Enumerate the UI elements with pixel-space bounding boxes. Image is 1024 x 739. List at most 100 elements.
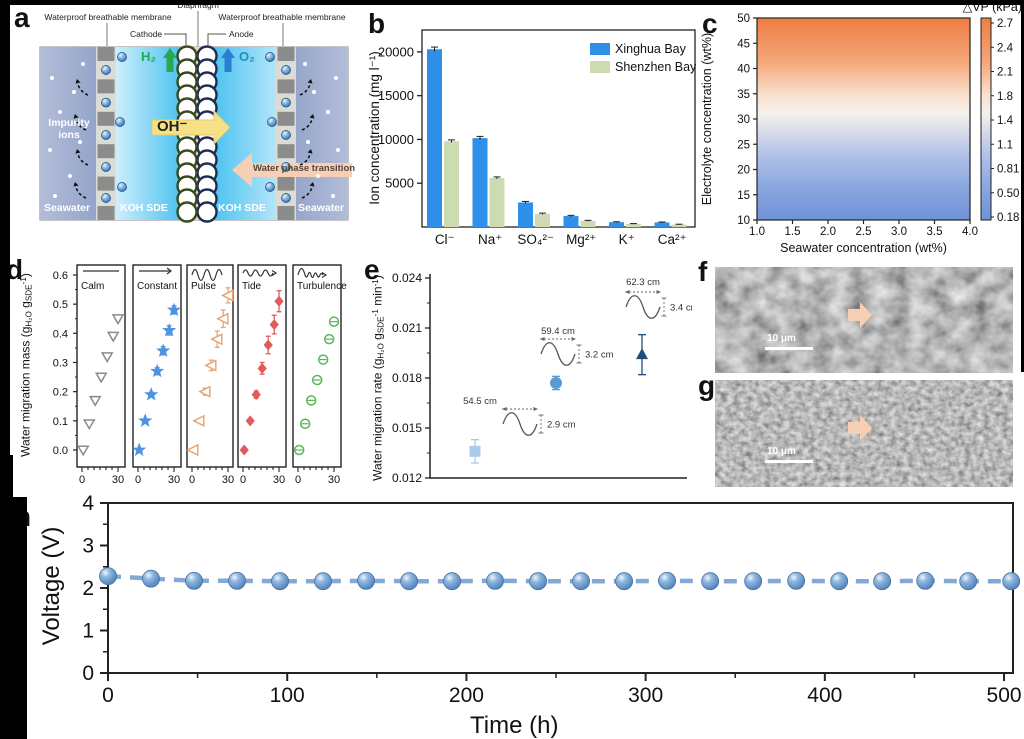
ion-sphere-icon [281,162,291,172]
data-point [132,442,147,457]
svg-text:0.4: 0.4 [53,328,68,340]
svg-text:30: 30 [328,474,340,486]
data-point [150,363,165,378]
data-point [959,572,978,591]
panel-e-migration-rate: 0.012 0.015 0.018 0.021 0.024 54.5 cm 2.9 cm 59… [362,252,692,495]
bar [580,220,596,227]
svg-text:0.024: 0.024 [392,271,422,285]
bar [563,216,579,227]
data-point [185,571,203,590]
svg-text:20: 20 [737,165,750,177]
svg-text:3: 3 [82,535,94,558]
crop-black-left-bottom [0,497,27,739]
data-point [744,572,763,591]
scalebar-f [765,347,813,350]
svg-text:Cl⁻: Cl⁻ [435,232,455,247]
wave-profile-icon [625,295,661,319]
svg-text:Mg²⁺: Mg²⁺ [566,232,596,247]
svg-text:10000: 10000 [378,132,414,147]
turbulence-wave-icon [297,267,328,279]
svg-text:15000: 15000 [378,88,414,103]
svg-text:5000: 5000 [385,176,414,191]
diaphragm-label: Diaphragm [177,0,219,10]
svg-text:Seawater concentration (wt%): Seawater concentration (wt%) [780,241,947,255]
data-point [615,572,634,591]
svg-text:Pulse: Pulse [191,281,216,292]
data-point [186,443,199,457]
heatmap-chart: 10 15 20 25 30 35 40 45 50 1.0 1.5 2.0 2.5 3.0 3.5 4.0 S… [700,0,1022,255]
data-point [357,571,375,590]
bar [444,141,459,227]
data-point [486,571,504,590]
data-point [274,295,284,307]
impurity-ions-label: Impurity ions [48,117,90,142]
ion-sphere-icon [265,182,275,192]
svg-text:2.7: 2.7 [997,18,1013,30]
ion-sphere-icon [281,97,291,108]
rejected-ion-arrow-icon [301,184,314,199]
svg-text:2.9 cm: 2.9 cm [547,420,576,431]
sem-images [722,272,1006,482]
svg-text:Electrolyte concentration (wt%: Electrolyte concentration (wt%) [700,33,714,205]
svg-text:62.3 cm: 62.3 cm [626,277,660,288]
rejected-ion-arrow-icon [301,116,314,131]
svg-text:15: 15 [737,190,750,202]
data-point [400,572,418,591]
ion-sphere-icon [101,193,111,203]
panel-label-b: b [368,8,386,39]
svg-text:54.5 cm: 54.5 cm [463,396,497,407]
wave-profile-icon [502,412,538,436]
data-point [701,572,720,591]
data-point [263,339,273,351]
svg-text:0.021: 0.021 [392,321,422,335]
data-point [94,372,108,384]
ion-sphere-icon [281,65,291,75]
data-point [916,571,935,590]
svg-text:3.2 cm: 3.2 cm [585,350,614,361]
data-point [162,322,177,337]
data-point [443,572,461,591]
panel-label-g: g [698,370,716,401]
scalebar-g [765,460,813,463]
ion-sphere-icon [101,130,111,140]
legend-swatch [590,61,610,73]
ion-sphere-icon [281,130,291,140]
ion-sphere-icon [265,52,275,62]
data-point [88,395,102,407]
svg-text:20000: 20000 [378,44,414,59]
rejected-ion-arrow-icon [299,81,312,96]
water-phase-arrow-icon [232,153,352,187]
svg-text:3.4 cm: 3.4 cm [670,303,692,314]
data-point [111,314,125,326]
svg-text:2.5: 2.5 [856,226,872,238]
svg-text:0: 0 [240,474,246,486]
svg-text:2.4: 2.4 [997,42,1014,54]
ion-sphere-icon [115,117,125,127]
data-point [216,312,229,325]
panel-label-d: d [6,254,24,285]
panel-a-schematic: a Diaphragm Waterproof breathable membra… [0,0,362,252]
data-point [1002,572,1021,591]
data-point [529,572,547,591]
scalebar-f-label: 10 μm [767,333,796,344]
oh-arrow-icon [151,109,231,146]
svg-text:1: 1 [82,620,94,643]
data-point [166,302,182,316]
bar-chart: 5000 10000 15000 20000 Cl⁻ Na⁺ SO₄²⁻ Mg²⁺ K⁺ Ca²⁺… [367,29,697,247]
transition-arrow-f-icon [848,302,872,328]
data-point [144,387,159,401]
svg-text:0.5: 0.5 [53,299,68,311]
data-point [257,362,267,374]
ion-sphere-icon [267,117,277,127]
svg-text:3.5: 3.5 [927,226,943,238]
svg-text:0: 0 [135,474,141,486]
svg-text:0.18: 0.18 [997,212,1019,224]
svg-text:Tide: Tide [242,281,262,292]
bar [518,202,533,227]
svg-text:0: 0 [82,662,94,685]
data-point [198,385,211,398]
anode-label: Anode [229,29,254,39]
sem-image-f-left [722,272,858,368]
data-point [138,413,153,427]
svg-text:0: 0 [79,474,85,486]
